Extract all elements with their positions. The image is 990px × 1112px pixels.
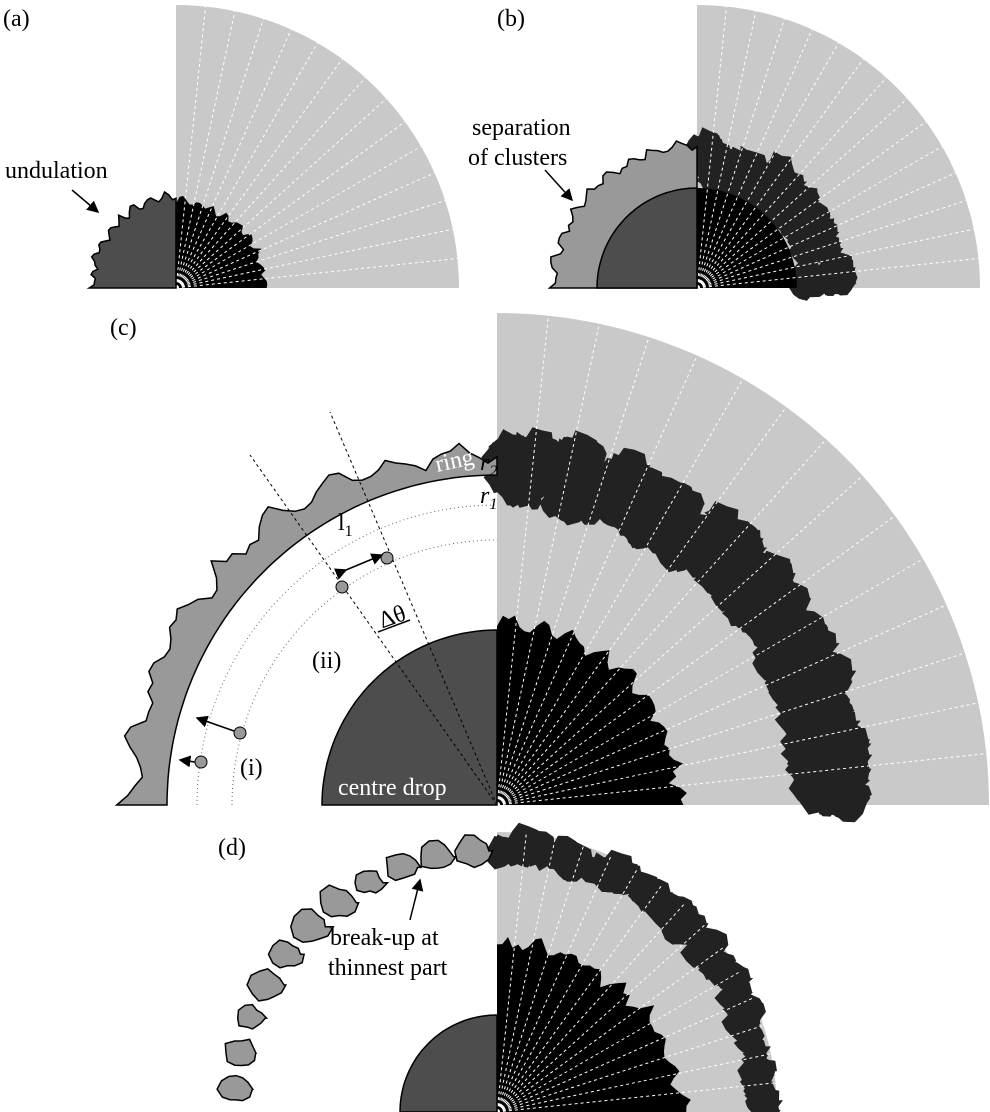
- fragment: [225, 1039, 256, 1065]
- l1-label: l1: [338, 510, 353, 540]
- fragment: [455, 835, 493, 867]
- r1-sub: 1: [489, 496, 497, 513]
- arrow: [410, 880, 420, 920]
- arrow: [180, 760, 195, 762]
- fragment: [421, 840, 456, 868]
- l1-sub: 1: [345, 523, 353, 540]
- particle: [336, 581, 348, 593]
- annotation: Δθ: [375, 600, 409, 634]
- annotation: (i): [240, 755, 263, 781]
- annotation: of clusters: [468, 145, 567, 171]
- panel-label: (b): [497, 6, 525, 32]
- annotation: thinnest part: [328, 955, 448, 981]
- figure: (a) (b) (c) (d) undulation separation of…: [0, 0, 990, 1112]
- annotation: (ii): [312, 648, 341, 674]
- particle: [195, 756, 207, 768]
- fragment: [355, 871, 388, 893]
- particle: [234, 727, 246, 739]
- particle: [381, 552, 393, 564]
- panel-label: (a): [3, 6, 30, 32]
- arrow: [545, 170, 572, 200]
- drop-sketch: [400, 1015, 497, 1112]
- annotation: break-up at: [330, 925, 439, 951]
- fragment: [386, 854, 420, 881]
- drop-sketch: [89, 192, 176, 288]
- centre-label: centre drop: [338, 775, 447, 801]
- fragment: [217, 1076, 253, 1101]
- r2-sub: 2: [489, 463, 497, 480]
- panel-label: (c): [110, 315, 137, 341]
- fragment: [269, 940, 305, 968]
- panel-label: (d): [218, 835, 246, 861]
- arrow: [346, 555, 382, 570]
- annotation: undulation: [5, 158, 108, 184]
- arrow: [197, 718, 234, 731]
- arrow: [72, 190, 98, 212]
- fragment: [320, 885, 358, 917]
- fragment: [247, 969, 286, 1001]
- annotation: separation: [472, 115, 571, 141]
- fragment: [238, 1005, 267, 1029]
